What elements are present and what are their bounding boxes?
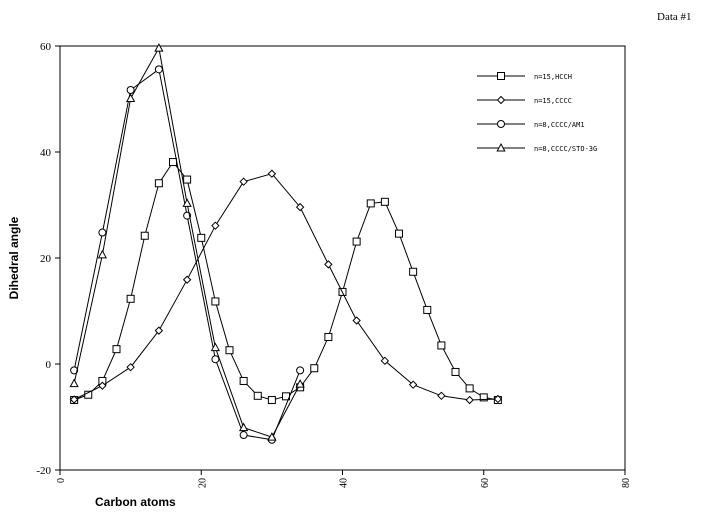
data-point xyxy=(465,384,474,393)
x-tick-label: 80 xyxy=(621,478,632,488)
y-tick-label: 0 xyxy=(46,359,52,371)
x-tick-label: 0 xyxy=(56,478,67,483)
data-point xyxy=(169,158,177,167)
data-point xyxy=(479,393,488,402)
legend-item: n=8,CCCC/STO-3G xyxy=(477,142,597,153)
series-square xyxy=(70,158,502,405)
data-point xyxy=(211,297,220,306)
data-point xyxy=(238,422,249,432)
legend-item: n=8,CCCC/AM1 xyxy=(477,120,585,129)
x-tick-label: 40 xyxy=(339,478,350,488)
data-point xyxy=(211,221,220,230)
legend-label: n=15,CCCC xyxy=(534,97,572,105)
data-point xyxy=(366,199,375,208)
series-circle xyxy=(70,65,305,444)
data-point xyxy=(380,197,389,206)
data-point xyxy=(295,202,305,212)
data-point xyxy=(451,367,460,376)
legend-marker xyxy=(497,120,505,128)
data-point xyxy=(465,395,474,405)
y-tick-label: 40 xyxy=(40,147,52,159)
data-point xyxy=(267,396,276,405)
data-point xyxy=(380,356,390,366)
legend-item: n=15,CCCC xyxy=(477,95,572,105)
data-point xyxy=(125,93,136,102)
data-point xyxy=(210,342,221,352)
data-point xyxy=(225,346,234,355)
data-point xyxy=(69,395,79,404)
y-tick-label: 20 xyxy=(40,253,52,265)
x-tick-label: 20 xyxy=(197,478,208,488)
data-point xyxy=(98,228,107,237)
series-line xyxy=(73,68,301,441)
data-point xyxy=(70,366,79,375)
series-diamond xyxy=(69,169,503,405)
y-tick-label: -20 xyxy=(36,465,51,477)
data-point xyxy=(140,231,149,240)
data-point xyxy=(437,341,446,350)
data-point xyxy=(310,364,319,373)
data-point xyxy=(182,275,192,284)
legend-marker xyxy=(496,95,506,105)
series-line xyxy=(73,161,498,401)
legend-label: n=8,CCCC/AM1 xyxy=(534,121,585,129)
data-point xyxy=(493,394,503,404)
data-point xyxy=(408,380,418,389)
data-point xyxy=(154,65,163,74)
data-point xyxy=(423,305,432,314)
data-point xyxy=(239,431,248,440)
x-tick-label: 60 xyxy=(480,478,491,488)
data-point xyxy=(352,237,361,246)
series-triangle xyxy=(69,43,305,441)
data-point xyxy=(296,366,305,375)
legend: n=15,HCCH n=15,CCCC n=8,CCCC/AM1 n=8,CCCC/S… xyxy=(477,72,597,153)
series-line xyxy=(73,46,301,438)
data-point xyxy=(395,229,403,238)
data-point xyxy=(98,381,107,390)
data-point xyxy=(183,175,192,184)
x-axis-title: Carbon atoms xyxy=(95,495,176,509)
data-point xyxy=(154,43,164,52)
data-point xyxy=(437,391,446,401)
series-line xyxy=(73,173,498,401)
legend-marker xyxy=(496,142,506,152)
legend-label: n=8,CCCC/STO-3G xyxy=(534,145,597,153)
page-title: Data #1 xyxy=(657,11,692,23)
data-point xyxy=(324,260,333,269)
data-point xyxy=(182,198,192,207)
data-point xyxy=(112,345,121,354)
data-point xyxy=(239,177,248,186)
data-point xyxy=(97,249,108,259)
legend-label: n=15,HCCH xyxy=(534,73,572,81)
y-tick-label: 60 xyxy=(40,41,52,53)
data-point xyxy=(69,378,79,388)
plot-frame xyxy=(59,45,626,471)
data-point xyxy=(211,355,220,364)
data-point xyxy=(154,326,164,335)
data-point xyxy=(295,379,305,388)
y-axis-title: Dihedral angle xyxy=(7,216,21,299)
data-point xyxy=(267,169,277,178)
data-point xyxy=(197,233,206,242)
data-point xyxy=(253,391,262,400)
legend-item: n=15,HCCH xyxy=(477,72,572,81)
data-point xyxy=(352,316,361,325)
data-point xyxy=(409,267,418,276)
data-point xyxy=(126,85,135,94)
data-point xyxy=(324,332,333,341)
legend-marker xyxy=(497,72,505,80)
data-point xyxy=(126,294,135,303)
data-point xyxy=(126,362,135,372)
data-point xyxy=(267,432,277,441)
data-point xyxy=(154,179,163,188)
data-point xyxy=(239,376,248,385)
